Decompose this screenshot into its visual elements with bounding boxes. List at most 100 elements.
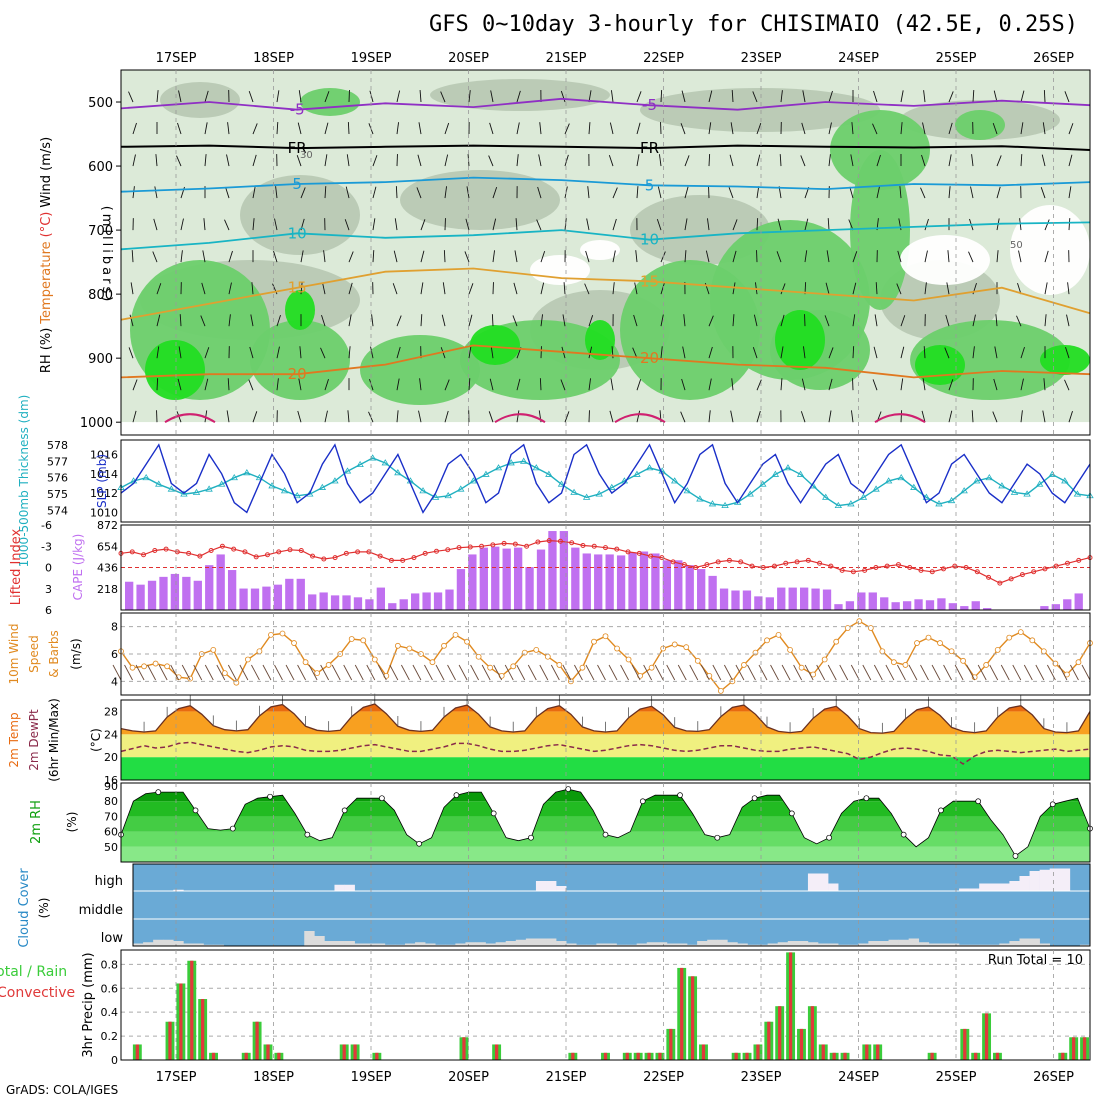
cloud-low-bar (374, 943, 386, 946)
thickness-point (784, 464, 792, 471)
li-point (388, 557, 394, 563)
cross-section-frame (120, 69, 1091, 436)
cape-bar (285, 578, 294, 610)
cape-bar (799, 587, 809, 610)
precip-convective-bar (342, 1044, 346, 1060)
li-point (129, 549, 135, 555)
surface-wind-barb (539, 664, 549, 681)
wind10m-point (510, 663, 517, 670)
wind-barb (1066, 314, 1070, 327)
temp-tick: 28 (104, 705, 118, 718)
surface-wind-barb (481, 664, 491, 681)
thickness-point (708, 500, 717, 507)
wind10m-point (937, 640, 943, 646)
precip-convective-bar (603, 1052, 608, 1060)
wind-barb (920, 187, 926, 199)
cloud-high-bar (546, 881, 557, 891)
wind-barb (490, 90, 494, 103)
wind-barb (248, 379, 254, 391)
cape-bar (216, 554, 225, 610)
wind-barb (322, 282, 326, 295)
cloud-low-bar (938, 943, 950, 946)
thickness-point (142, 473, 150, 481)
li-point (794, 559, 800, 565)
precip-convective-bar (680, 967, 684, 1060)
wind-barb (708, 90, 713, 103)
cape-tick: 218 (97, 583, 118, 596)
cape-bar (777, 587, 786, 610)
surface-wind-barb (920, 664, 929, 681)
rh2m-point (788, 810, 795, 817)
surface-wind-barb (170, 664, 180, 681)
surface-wind-barb (1035, 664, 1045, 681)
isotherm-20 (120, 344, 1091, 379)
li-point (873, 565, 879, 570)
wind-barb (537, 186, 542, 199)
thickness-point (960, 487, 968, 494)
slp-label: SLP (mb) (95, 454, 109, 508)
li-point (1019, 572, 1025, 578)
wind-barb (731, 90, 734, 103)
date-label-bottom: 17SEP (156, 1070, 197, 1085)
wind-barb (179, 314, 182, 327)
li-point (772, 563, 778, 569)
cloud-low-bar (687, 944, 698, 946)
li-label-part: Lifted Index (9, 528, 24, 605)
isotherm-label: -5 (290, 101, 305, 119)
wind-barb (152, 251, 158, 263)
li-point (355, 549, 361, 555)
wind-barb (708, 154, 711, 167)
thickness-point (859, 493, 868, 500)
li-point (467, 544, 473, 550)
thickness-point (683, 487, 692, 494)
cape-bar (662, 560, 672, 610)
wind-barb (584, 283, 590, 295)
wind-barb (586, 218, 590, 231)
wind-barb (153, 218, 158, 231)
wind-barb (443, 250, 446, 263)
cape-bar (125, 581, 134, 610)
wind-barb (804, 250, 808, 263)
cape-bar (330, 595, 340, 610)
isotherm-25 (614, 413, 666, 424)
wind10m-point (1040, 648, 1047, 655)
precip-tick: 0.6 (101, 982, 119, 995)
surface-wind-barb (389, 664, 399, 681)
cloud-low-bar (394, 944, 406, 946)
rh-region (955, 110, 1005, 140)
li-point (569, 540, 575, 546)
cape-bar (1040, 606, 1049, 610)
li-point (174, 549, 180, 555)
wind-barb (924, 282, 927, 295)
cloud-low-bar (888, 939, 899, 946)
rh2m-point (714, 834, 721, 841)
surface-wind-barb (1000, 664, 1010, 681)
rh2m-point (938, 807, 944, 814)
wind-barb (540, 314, 544, 327)
li-point (580, 543, 586, 549)
wind10m-point (983, 662, 990, 668)
wind-barb (418, 122, 422, 135)
wind-barb (348, 346, 351, 359)
precip-convective-bar (1072, 1037, 1076, 1060)
wind-barb (828, 410, 832, 423)
cape-bar (1051, 604, 1060, 610)
wind10m-point (129, 664, 136, 671)
date-label-top: 19SEP (351, 51, 392, 66)
cape-bar (914, 599, 923, 610)
wind10m-point (487, 664, 494, 671)
cloud-low-bar (616, 944, 627, 946)
wind-barb (516, 122, 520, 135)
wind10m-point (406, 645, 413, 652)
wind-barb (992, 411, 998, 423)
wind10m-point (291, 640, 297, 646)
wind-barb (252, 154, 257, 167)
cape-bar (1074, 593, 1083, 610)
wind10m-point (833, 638, 840, 645)
wind-barb (948, 379, 954, 391)
rh-region (1040, 345, 1090, 375)
surface-wind-barb (666, 664, 676, 681)
cloud-unit: (%) (37, 898, 51, 919)
wind-barb (419, 90, 422, 103)
